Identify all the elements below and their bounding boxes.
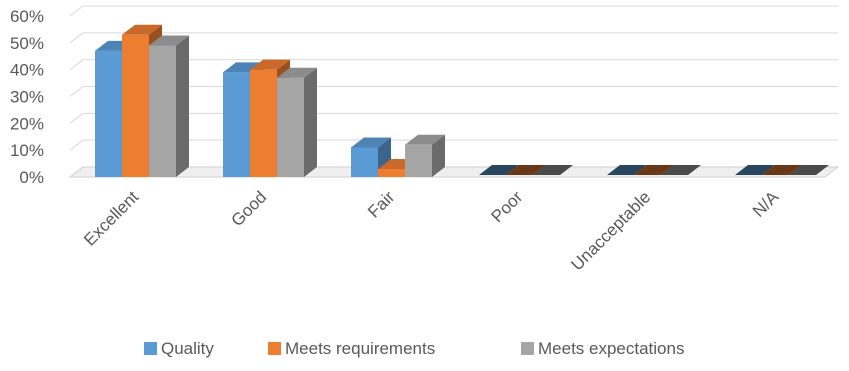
x-tick-label: Good	[227, 187, 270, 230]
bar	[506, 165, 546, 175]
legend-swatch	[521, 342, 534, 355]
gridlines	[69, 5, 838, 178]
y-tick-label: 20%	[10, 114, 44, 133]
bar-front	[351, 147, 378, 177]
bar-side	[432, 134, 445, 177]
x-tick-label: Fair	[364, 187, 398, 221]
legend-label: Meets expectations	[538, 339, 684, 358]
x-tick-label: Excellent	[80, 187, 142, 249]
bar	[277, 67, 317, 177]
bar	[149, 35, 189, 178]
gridline-depth	[69, 139, 84, 151]
bar-top	[634, 165, 674, 175]
x-tick-label: N/A	[749, 187, 783, 221]
bar-front	[95, 50, 122, 178]
bar-front	[149, 45, 176, 178]
legend-label: Meets requirements	[285, 339, 435, 358]
gridline-depth	[69, 5, 84, 17]
gridline-depth	[69, 32, 84, 44]
bars	[95, 24, 829, 178]
bar-front	[378, 168, 405, 177]
bar-top	[479, 165, 519, 175]
y-tick-label: 40%	[10, 61, 44, 80]
bar	[661, 165, 701, 175]
bar-top	[762, 165, 802, 175]
x-tick-label: Unacceptable	[567, 187, 654, 274]
x-tick-label: Poor	[487, 187, 526, 226]
bar-top	[149, 35, 189, 46]
bar-front	[122, 34, 149, 178]
bar-front	[405, 144, 432, 177]
y-tick-label: 0%	[19, 168, 44, 187]
bar	[533, 165, 573, 175]
gridline-depth	[69, 86, 84, 97]
y-tick-label: 50%	[10, 34, 44, 53]
bar-top	[351, 137, 391, 148]
bar-side	[304, 67, 317, 177]
bar-top	[533, 165, 573, 175]
y-tick-label: 60%	[10, 7, 44, 26]
bar-top	[661, 165, 701, 175]
y-axis: 0% 10% 20% 30% 40% 50% 60%	[10, 7, 44, 187]
bar-top	[607, 165, 647, 175]
bar	[405, 134, 445, 177]
legend-swatch	[144, 342, 157, 355]
gridline-depth	[69, 59, 84, 71]
bar	[762, 165, 802, 175]
x-axis: Excellent Good Fair Poor Unacceptable N/A	[80, 187, 783, 274]
bar	[607, 165, 647, 175]
legend-label: Quality	[161, 339, 214, 358]
bar-top	[250, 59, 290, 70]
bar-top	[789, 165, 829, 175]
legend-item: Meets requirements	[268, 339, 435, 358]
bar	[735, 165, 775, 175]
bar	[634, 165, 674, 175]
bar	[789, 165, 829, 175]
legend-item: Meets expectations	[521, 339, 684, 358]
bar-front	[277, 77, 304, 177]
bar-top	[405, 134, 445, 145]
bar-front	[223, 72, 250, 177]
legend: Quality Meets requirements Meets expectati…	[144, 339, 684, 358]
legend-swatch	[268, 342, 281, 355]
y-tick-label: 30%	[10, 88, 44, 107]
legend-item: Quality	[144, 339, 214, 358]
bar-side	[176, 35, 189, 178]
y-tick-label: 10%	[10, 141, 44, 160]
bar-top	[735, 165, 775, 175]
bar-front	[250, 69, 277, 177]
bar-top	[122, 24, 162, 35]
gridline-depth	[69, 112, 84, 124]
bar	[479, 165, 519, 175]
bar-top	[506, 165, 546, 175]
bar-top	[277, 67, 317, 78]
